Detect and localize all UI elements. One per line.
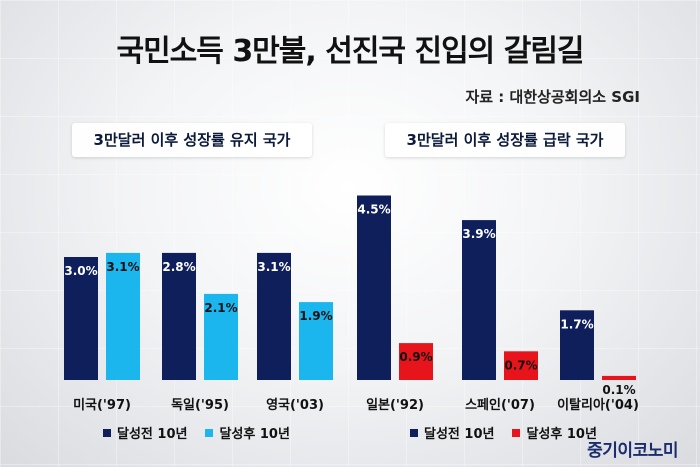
data-label-0-0-0: 3.0% [64, 264, 97, 278]
legend-swatch-after [205, 428, 214, 437]
category-label-0-0: 미국('97) [73, 397, 131, 413]
category-label-0-1: 독일('95) [171, 398, 229, 413]
legend-label-after: 달성후 10년 [219, 427, 290, 442]
legend-drop: 달성전 10년 달성후 10년 [410, 423, 615, 442]
bar-1-2-0 [560, 310, 594, 380]
bar-1-0-1 [399, 343, 433, 380]
bar-0-1-1 [204, 293, 238, 380]
legend-item-before: 달성전 10년 [103, 423, 187, 442]
category-label-1-0: 일본('92) [366, 398, 424, 413]
bar-0-2-0 [257, 252, 291, 380]
bar-0-2-1 [299, 302, 333, 380]
group-label-sustain: 3만달러 이후 성장률 유지 국가 [72, 123, 312, 157]
data-label-1-2-0: 1.7% [560, 317, 593, 331]
data-label-0-2-1: 1.9% [299, 309, 332, 323]
bar-1-1-0 [462, 220, 496, 380]
legend-item-after-2: 달성후 10년 [512, 423, 597, 442]
legend-label-before-2: 달성전 10년 [424, 427, 495, 442]
bar-1-0-0 [357, 195, 391, 380]
legend-swatch-before [103, 428, 111, 437]
data-label-1-1-1: 0.7% [504, 358, 537, 372]
data-label-0-0-1: 3.1% [106, 260, 139, 274]
legend-swatch-after-2 [512, 428, 521, 437]
category-label-1-1: 스페인('07) [465, 397, 535, 413]
group-label-drop: 3만달러 이후 성장률 급락 국가 [385, 123, 625, 157]
legend-swatch-before-2 [410, 428, 418, 437]
bar-0-0-1 [106, 252, 140, 380]
data-label-1-2-1: 0.1% [602, 383, 635, 397]
bar-1-1-1 [504, 351, 538, 380]
bar-1-2-1 [602, 375, 636, 380]
data-label-1-0-0: 4.5% [357, 203, 390, 217]
category-label-0-2: 영국('03) [266, 398, 324, 413]
data-label-0-1-1: 2.1% [204, 301, 237, 315]
legend-item-after: 달성후 10년 [205, 423, 290, 442]
bar-0-0-0 [64, 257, 98, 380]
legend-item-before-2: 달성전 10년 [410, 423, 494, 442]
data-label-1-0-1: 0.9% [399, 350, 432, 364]
bar-0-1-0 [162, 252, 196, 380]
legend-sustain: 달성전 10년 달성후 10년 [103, 423, 308, 442]
page-title: 국민소득 3만불, 선진국 진입의 갈림길 [116, 34, 584, 69]
legend-label-before: 달성전 10년 [117, 427, 188, 442]
data-label-0-2-0: 3.1% [257, 260, 290, 274]
source-note: 자료 : 대한상공회의소 SGI [465, 88, 640, 106]
data-label-0-1-0: 2.8% [162, 260, 195, 274]
legend-label-after-2: 달성후 10년 [526, 427, 597, 442]
publisher-logo: 중기이코노미 [587, 441, 678, 461]
data-label-1-1-0: 3.9% [462, 227, 495, 241]
category-label-1-2: 이탈리아('04) [557, 397, 639, 413]
